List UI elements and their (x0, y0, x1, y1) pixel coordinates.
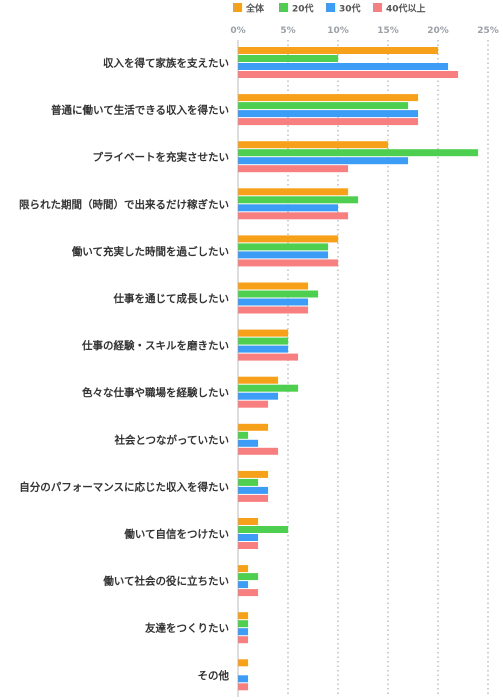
bar (238, 581, 248, 589)
legend-label-3: 40代以上 (386, 3, 426, 15)
legend: 全体 20代 30代 40代以上 (233, 3, 426, 15)
bar (238, 439, 258, 447)
bar (238, 683, 248, 691)
legend-swatch-2 (326, 3, 335, 12)
bar (238, 55, 338, 62)
category-label: 色々な仕事や職場を経験したい (82, 386, 229, 399)
bar (238, 71, 458, 78)
category-labels: 収入を得て家族を支えたい普通に働いて生活できる収入を得たいプライベートを充実させ… (19, 57, 229, 682)
x-tick-label: 20% (427, 26, 449, 36)
x-tick-label: 15% (377, 26, 399, 36)
bar (238, 486, 268, 494)
legend-swatch-3 (373, 3, 382, 12)
category-label: 限られた期間（時間）で出来るだけ稼ぎたい (19, 198, 229, 211)
bar (238, 526, 288, 533)
bar (238, 470, 268, 478)
category-label: 収入を得て家族を支えたい (103, 57, 229, 70)
bar (238, 447, 278, 455)
bar (238, 118, 418, 126)
bar (238, 620, 248, 628)
bar (238, 165, 348, 173)
x-axis-ticks: 0% 5% 10% 15% 20% 25% (230, 26, 498, 36)
bar (238, 431, 248, 439)
category-label: 普通に働いて生活できる収入を得たい (51, 104, 229, 117)
bar (238, 376, 278, 384)
bar (238, 149, 478, 157)
bar (238, 518, 258, 525)
legend-label-2: 30代 (339, 3, 361, 15)
bar (238, 628, 248, 636)
bar (238, 298, 308, 306)
bar (238, 243, 328, 251)
bar (238, 565, 248, 573)
bar (238, 102, 408, 110)
category-label: 友達をつくりたい (144, 622, 229, 635)
x-tick-label: 0% (230, 26, 245, 36)
legend-swatch-0 (233, 3, 242, 12)
bar (238, 400, 268, 408)
bar (238, 290, 318, 298)
category-label: その他 (198, 669, 230, 682)
bar (238, 636, 248, 644)
bar (238, 235, 338, 243)
bar (238, 94, 418, 102)
bar (238, 259, 338, 267)
category-label: 社会とつながっていたい (113, 433, 229, 446)
bar (238, 47, 438, 54)
category-label: プライベートを充実させたい (93, 151, 230, 164)
legend-label-1: 20代 (292, 3, 314, 15)
legend-label-0: 全体 (245, 3, 265, 15)
bar (238, 63, 448, 70)
bar (238, 612, 248, 620)
bar (238, 478, 258, 486)
legend-swatch-1 (279, 3, 288, 12)
bar (238, 212, 348, 220)
x-tick-label: 25% (477, 26, 499, 36)
bar (238, 494, 268, 502)
gridlines (237, 40, 489, 697)
bar (238, 542, 258, 549)
bar (238, 188, 348, 196)
bar (238, 157, 408, 165)
bar (238, 573, 258, 581)
category-label: 働いて充実した時間を過ごしたい (71, 245, 229, 258)
bar (238, 329, 288, 337)
bar (238, 353, 298, 361)
x-tick-label: 10% (327, 26, 349, 36)
bar (238, 384, 298, 392)
category-label: 働いて社会の役に立ちたい (102, 575, 229, 588)
bar (238, 534, 258, 541)
bar (238, 345, 288, 353)
x-tick-label: 5% (280, 26, 295, 36)
category-label: 自分のパフォーマンスに応じた収入を得たい (19, 480, 229, 493)
bar (238, 337, 288, 345)
bar (238, 141, 388, 149)
bar (238, 423, 268, 431)
bar (238, 251, 328, 259)
category-label: 仕事を通じて成長したい (113, 292, 230, 305)
category-label: 働いて自信をつけたい (123, 528, 229, 541)
bar (238, 675, 248, 683)
bar (238, 110, 418, 118)
bar (238, 306, 308, 314)
bar (238, 282, 308, 290)
bar (238, 204, 338, 212)
category-label: 仕事の経験・スキルを磨きたい (81, 339, 229, 352)
bar (238, 392, 278, 400)
bar (238, 659, 248, 667)
bars (238, 47, 478, 691)
bar (238, 589, 258, 597)
bar (238, 196, 358, 204)
